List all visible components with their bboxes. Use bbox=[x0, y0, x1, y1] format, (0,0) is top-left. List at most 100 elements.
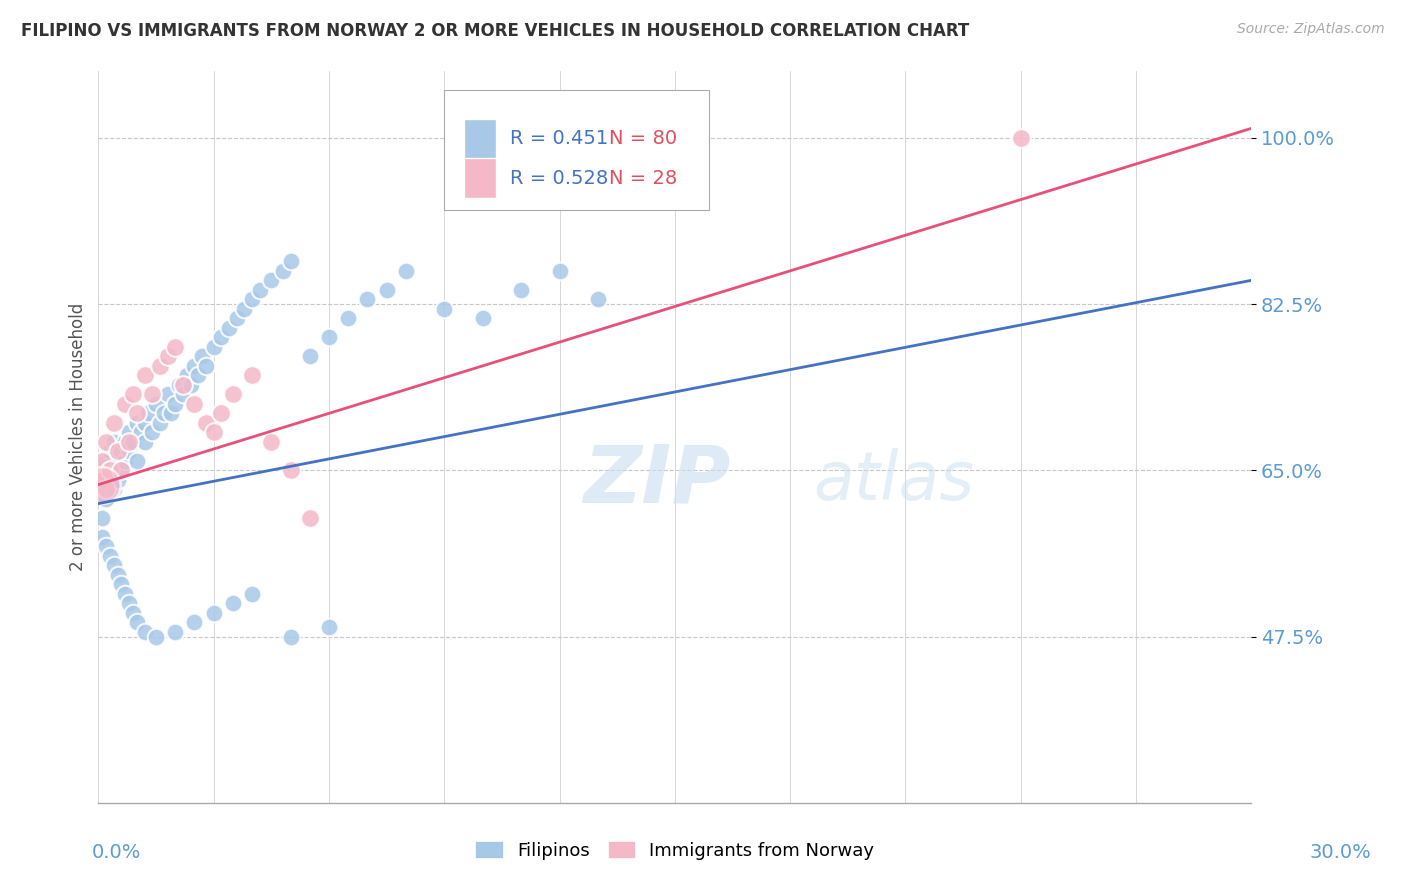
Point bbox=[103, 558, 125, 573]
Text: R = 0.451: R = 0.451 bbox=[510, 129, 609, 148]
Point bbox=[118, 596, 141, 610]
FancyBboxPatch shape bbox=[464, 158, 496, 198]
Point bbox=[218, 321, 240, 335]
Point bbox=[183, 615, 205, 630]
Point bbox=[94, 539, 117, 553]
Point bbox=[202, 606, 225, 620]
Point bbox=[471, 311, 494, 326]
Point bbox=[103, 483, 125, 497]
Point bbox=[122, 606, 145, 620]
Point bbox=[125, 406, 148, 420]
Point bbox=[187, 368, 209, 383]
Point bbox=[240, 368, 263, 383]
Point bbox=[510, 283, 533, 297]
Point bbox=[165, 340, 187, 354]
Point bbox=[167, 377, 190, 392]
Point bbox=[138, 406, 160, 420]
Point bbox=[107, 454, 129, 468]
Point bbox=[165, 624, 187, 639]
Point bbox=[233, 301, 256, 316]
Point bbox=[195, 416, 218, 430]
Y-axis label: 2 or more Vehicles in Household: 2 or more Vehicles in Household bbox=[69, 303, 87, 571]
Point bbox=[209, 330, 232, 344]
Point bbox=[586, 293, 609, 307]
Point bbox=[172, 377, 194, 392]
Point bbox=[110, 577, 132, 591]
Point bbox=[271, 264, 294, 278]
Point bbox=[1010, 131, 1032, 145]
Point bbox=[91, 511, 114, 525]
Point bbox=[209, 406, 232, 420]
Point bbox=[280, 630, 302, 644]
Point bbox=[160, 406, 183, 420]
Point bbox=[118, 444, 141, 458]
Point bbox=[249, 283, 271, 297]
Point bbox=[134, 434, 156, 449]
Point bbox=[91, 463, 114, 477]
Point bbox=[298, 511, 321, 525]
Point bbox=[91, 483, 114, 497]
Point bbox=[91, 473, 114, 487]
Point bbox=[91, 530, 114, 544]
Point bbox=[318, 330, 340, 344]
Point bbox=[337, 311, 360, 326]
Point bbox=[91, 454, 114, 468]
Point bbox=[240, 587, 263, 601]
Point bbox=[191, 349, 214, 363]
Point bbox=[183, 359, 205, 373]
Point bbox=[118, 434, 141, 449]
Point bbox=[122, 434, 145, 449]
Point bbox=[176, 368, 198, 383]
Point bbox=[114, 434, 136, 449]
Point bbox=[94, 434, 117, 449]
Point bbox=[107, 567, 129, 582]
FancyBboxPatch shape bbox=[444, 90, 710, 211]
FancyBboxPatch shape bbox=[464, 119, 496, 159]
Point bbox=[98, 549, 121, 563]
Point bbox=[110, 463, 132, 477]
Point bbox=[94, 483, 117, 497]
Point bbox=[110, 444, 132, 458]
Point bbox=[225, 311, 247, 326]
Point bbox=[91, 477, 114, 491]
Point bbox=[260, 434, 283, 449]
Point bbox=[94, 473, 117, 487]
Text: N = 80: N = 80 bbox=[609, 129, 678, 148]
Point bbox=[152, 406, 174, 420]
Point bbox=[114, 454, 136, 468]
Point bbox=[103, 416, 125, 430]
Point bbox=[149, 416, 172, 430]
Point bbox=[280, 254, 302, 268]
Text: ZIP: ZIP bbox=[582, 442, 730, 520]
Point bbox=[118, 425, 141, 440]
Point bbox=[195, 359, 218, 373]
Point bbox=[145, 397, 167, 411]
Point bbox=[94, 454, 117, 468]
Point bbox=[149, 359, 172, 373]
Point bbox=[180, 377, 202, 392]
Point bbox=[202, 340, 225, 354]
Text: Source: ZipAtlas.com: Source: ZipAtlas.com bbox=[1237, 22, 1385, 37]
Point bbox=[98, 444, 121, 458]
Point bbox=[114, 587, 136, 601]
Point bbox=[103, 434, 125, 449]
Point bbox=[222, 596, 245, 610]
Point bbox=[356, 293, 378, 307]
Point bbox=[125, 454, 148, 468]
Point bbox=[145, 630, 167, 644]
Point bbox=[318, 620, 340, 634]
Point bbox=[114, 397, 136, 411]
Point bbox=[125, 416, 148, 430]
Text: 0.0%: 0.0% bbox=[91, 843, 141, 862]
Point bbox=[134, 624, 156, 639]
Point bbox=[202, 425, 225, 440]
Point bbox=[280, 463, 302, 477]
Point bbox=[98, 463, 121, 477]
Point bbox=[260, 273, 283, 287]
Point bbox=[125, 615, 148, 630]
Legend: Filipinos, Immigrants from Norway: Filipinos, Immigrants from Norway bbox=[468, 834, 882, 867]
Point bbox=[433, 301, 456, 316]
Point bbox=[134, 416, 156, 430]
Text: 30.0%: 30.0% bbox=[1309, 843, 1371, 862]
Point bbox=[141, 387, 163, 401]
